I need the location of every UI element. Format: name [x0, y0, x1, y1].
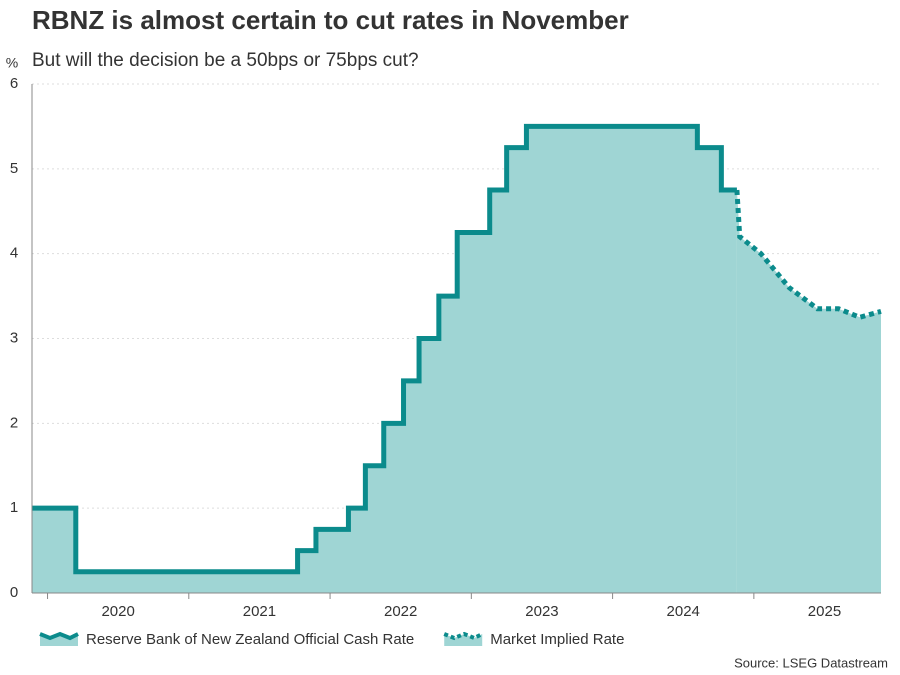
- x-tick-label: 2024: [667, 603, 700, 620]
- chart-subtitle: But will the decision be a 50bps or 75bp…: [32, 50, 419, 71]
- y-tick-label: 0: [10, 584, 18, 601]
- legend-label: Reserve Bank of New Zealand Official Cas…: [86, 631, 414, 648]
- x-tick-label: 2021: [243, 603, 276, 620]
- x-tick-label: 2020: [101, 603, 134, 620]
- y-tick-label: 5: [10, 160, 18, 177]
- x-tick-label: 2025: [808, 603, 841, 620]
- chart-title: RBNZ is almost certain to cut rates in N…: [32, 5, 629, 35]
- legend-swatch-area: [40, 634, 78, 646]
- legend-label: Market Implied Rate: [490, 631, 624, 648]
- y-unit: %: [6, 55, 18, 71]
- x-tick-label: 2023: [525, 603, 558, 620]
- x-tick-label: 2022: [384, 603, 417, 620]
- legend-swatch-area: [444, 634, 483, 646]
- line: [734, 189, 882, 320]
- y-tick-label: 1: [10, 499, 18, 516]
- area: [32, 126, 737, 594]
- line: [32, 123, 737, 575]
- area: [736, 190, 881, 594]
- legend-swatch-line: [39, 631, 79, 641]
- y-tick-label: 4: [10, 245, 18, 262]
- legend-item: Reserve Bank of New Zealand Official Cas…: [39, 631, 414, 648]
- source: Source: LSEG Datastream: [734, 655, 888, 670]
- legend-swatch-line: [443, 631, 484, 641]
- y-tick-label: 2: [10, 414, 18, 431]
- y-tick-label: 3: [10, 329, 18, 346]
- legend-item: Market Implied Rate: [443, 631, 624, 648]
- y-tick-label: 6: [10, 75, 18, 92]
